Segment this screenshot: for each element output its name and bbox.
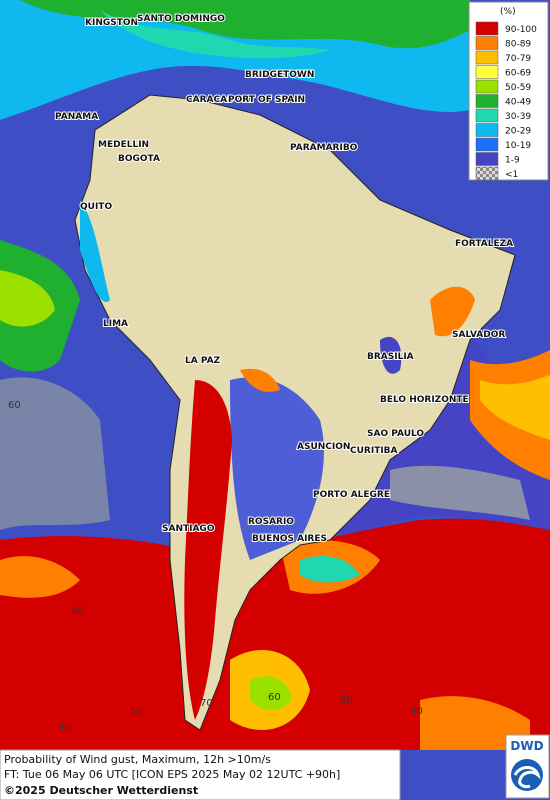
legend-label: 20-29 [505,127,531,137]
legend-label: 40-49 [505,98,531,108]
legend-swatch [475,21,499,36]
grid-label: 50 [130,706,143,717]
city-label: QUITO [80,202,112,212]
logo-swirl [513,766,541,789]
footer-box [0,749,401,800]
legend-label: <1 [505,170,518,180]
legend-swatch [475,166,499,181]
city-label: SALVADOR [452,330,505,340]
city-label: PORTO ALEGRE [313,490,390,500]
grid-label: 70 [200,698,213,709]
city-label: KINGSTON [85,18,138,28]
grid-label: 40 [58,722,71,733]
legend-swatch [475,137,499,152]
legend-swatch [475,79,499,94]
legend-label: 10-19 [505,141,531,151]
legend: (%) 90-100 80-89 70-79 60-69 50-59 40-49 30-39… [468,1,549,181]
city-label: SAO PAULO [367,429,424,439]
legend-label: 90-100 [505,25,537,35]
legend-swatch [475,50,499,65]
legend-label: 60-69 [505,69,531,79]
city-label: PORT OF SPAIN [228,95,305,105]
city-label: CARACAS [186,95,234,105]
legend-label: 30-39 [505,112,531,122]
legend-swatch [475,108,499,123]
grid-label: 50 [340,695,353,706]
grid-label: 40 [72,606,85,617]
legend-swatch [475,65,499,79]
logo-text: DWD [510,739,543,753]
grid-labels: 40 50 70 60 50 40 40 60 [8,400,423,733]
footer: Probability of Wind gust, Maximum, 12h >… [0,749,401,800]
city-label: LA PAZ [185,356,221,366]
city-labels: KINGSTON SANTO DOMINGO BRIDGETOWN CARACA… [54,13,514,545]
legend-title: (%) [500,7,516,17]
city-label: FORTALEZA [455,239,513,249]
city-label: PARAMARIBO [290,143,358,153]
continent [74,94,516,731]
grid-label: 40 [410,706,423,717]
footer-line: Probability of Wind gust, Maximum, 12h >… [4,753,271,766]
legend-label: 50-59 [505,83,531,93]
legend-label: 70-79 [505,54,531,64]
city-label: BOGOTA [118,154,160,164]
legend-label: 1-9 [505,156,520,166]
city-label: ROSARIO [248,517,294,527]
city-label: LIMA [103,319,128,329]
legend-swatch [475,152,499,166]
city-label: SANTIAGO [162,524,215,534]
city-label: BUENOS AIRES [252,534,327,544]
city-label: BELO HORIZONTE [380,395,469,405]
city-label: MEDELLIN [98,140,149,150]
dwd-logo: DWD [505,734,550,799]
city-label: PANAMA [55,112,98,122]
footer-line: ©2025 Deutscher Wetterdienst [4,784,198,797]
footer-line: FT: Tue 06 May 06 UTC [ICON EPS 2025 May… [4,768,340,781]
grid-label: 60 [8,400,21,411]
legend-label: 80-89 [505,40,531,50]
legend-swatch [475,36,499,50]
city-label: SANTO DOMINGO [137,14,225,24]
city-label: BRASILIA [367,352,414,362]
city-label: ASUNCION [297,442,350,452]
legend-swatch [475,94,499,108]
legend-swatch [475,123,499,137]
city-label: CURITIBA [350,446,398,456]
city-label: BRIDGETOWN [245,70,314,80]
grid-label: 60 [268,692,281,703]
